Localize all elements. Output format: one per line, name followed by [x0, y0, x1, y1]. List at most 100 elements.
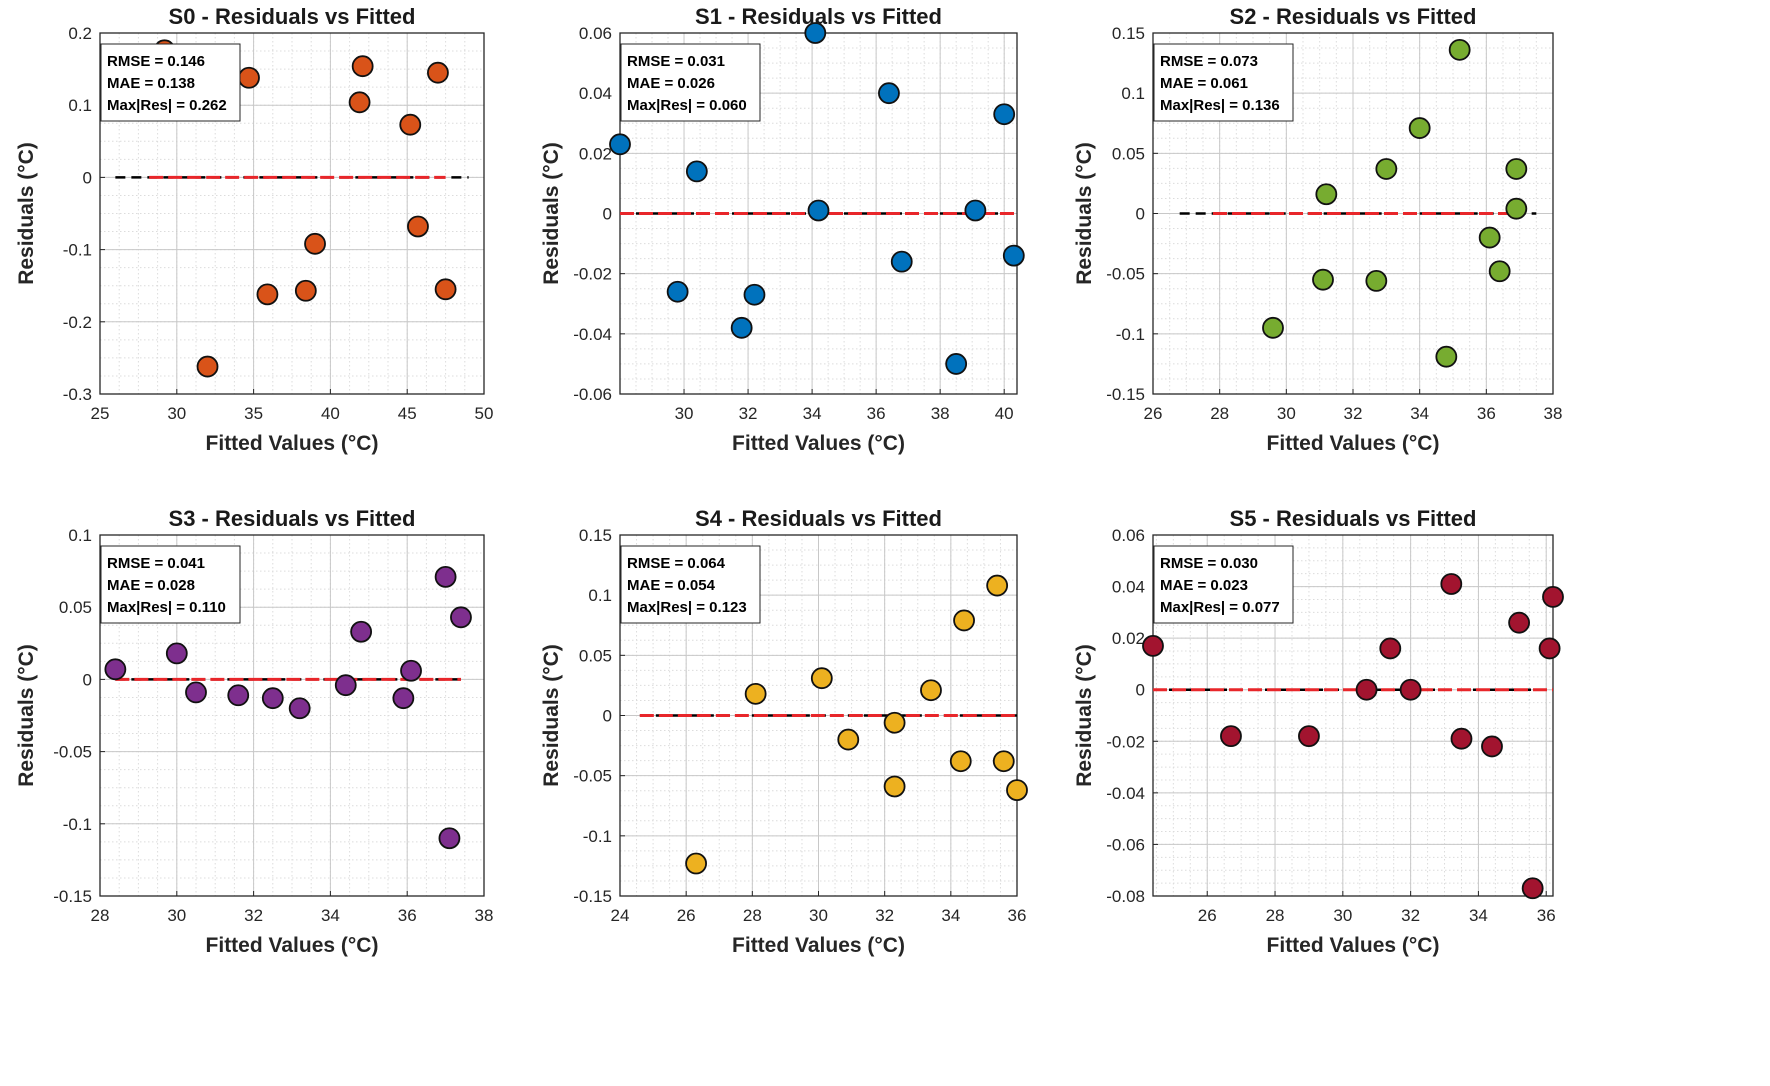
x-tick-label: 25	[91, 404, 110, 423]
data-point	[1355, 678, 1378, 701]
y-tick-label: 0.02	[1112, 629, 1145, 648]
y-tick-label: 0.05	[1112, 144, 1145, 163]
data-point	[730, 316, 753, 339]
y-tick-label: 0.1	[1121, 84, 1145, 103]
y-tick-label: -0.15	[1106, 385, 1145, 404]
y-tick-label: -0.2	[63, 313, 92, 332]
x-tick-label: 38	[475, 906, 494, 925]
data-point	[165, 642, 188, 665]
data-point	[1262, 316, 1284, 339]
data-point	[949, 750, 972, 773]
data-point	[1408, 117, 1431, 139]
y-tick-label: -0.04	[573, 325, 612, 344]
data-point	[986, 574, 1009, 597]
data-point	[1375, 158, 1398, 180]
x-tick-label: 35	[244, 404, 263, 423]
data-point	[1508, 611, 1531, 634]
data-point	[878, 82, 900, 105]
data-point	[256, 283, 279, 306]
y-axis-label: Residuals (°C)	[15, 644, 38, 787]
y-tick-label: -0.15	[53, 887, 92, 906]
x-tick-label: 45	[398, 404, 417, 423]
data-point	[1006, 779, 1028, 802]
data-point	[351, 55, 374, 78]
subplot-s4: 24 26 28 30 32 34 36 -0.15 -0.1 -0.05 0 0.05 0.1 0.15…	[540, 506, 1028, 957]
data-point	[294, 279, 317, 302]
stats-line: RMSE = 0.041	[107, 555, 205, 572]
y-tick-label: 0.06	[1112, 526, 1145, 545]
x-tick-label: 36	[1008, 906, 1027, 925]
y-axis-label: Residuals (°C)	[1073, 142, 1096, 285]
data-point	[964, 199, 987, 222]
axes-box	[99, 32, 485, 395]
stats-box-frame	[620, 43, 761, 122]
x-tick-label: 30	[1277, 404, 1296, 423]
data-point	[1220, 725, 1242, 748]
data-point	[400, 659, 422, 682]
stats-line: RMSE = 0.073	[1160, 53, 1258, 70]
stats-box: RMSE = 0.030 MAE = 0.023 Max|Res| = 0.077	[1153, 545, 1294, 624]
x-axis-label: Fitted Values (°C)	[1267, 432, 1440, 455]
y-tick-label: 0.15	[579, 526, 612, 545]
data-point	[450, 606, 472, 629]
x-tick-label: 38	[1544, 404, 1563, 423]
data-point	[1399, 678, 1422, 701]
data-point	[1315, 183, 1338, 206]
data-point	[261, 687, 284, 710]
x-tick-label: 36	[398, 906, 417, 925]
stats-line: RMSE = 0.064	[627, 555, 726, 572]
x-tick-label: 30	[167, 404, 186, 423]
data-point	[334, 674, 357, 697]
data-point	[1312, 268, 1334, 291]
stats-box: RMSE = 0.073 MAE = 0.061 Max|Res| = 0.136	[1153, 43, 1294, 122]
data-point	[993, 103, 1016, 126]
y-tick-label: 0	[603, 707, 612, 726]
data-point	[399, 113, 422, 136]
y-tick-label: 0.04	[1112, 578, 1145, 597]
data-point	[810, 667, 833, 690]
data-point	[807, 199, 830, 222]
y-tick-label: -0.04	[1106, 784, 1145, 803]
stats-line: Max|Res| = 0.262	[107, 97, 227, 114]
stats-box-frame	[1153, 545, 1294, 624]
data-point	[883, 711, 906, 734]
x-axis-label: Fitted Values (°C)	[206, 934, 379, 957]
subplot-s5: 26 28 30 32 34 36 -0.08 -0.06 -0.04 -0.02 0 0.02 0.0…	[1073, 506, 1564, 957]
x-axis-label: Fitted Values (°C)	[732, 934, 905, 957]
data-point	[1505, 197, 1528, 220]
x-tick-label: 30	[809, 906, 828, 925]
axes-box	[1152, 534, 1554, 897]
data-point	[920, 679, 942, 702]
x-tick-label: 34	[941, 906, 960, 925]
y-tick-label: 0	[1136, 681, 1145, 700]
subplot-s0: 25 30 35 40 45 50 -0.3 -0.2 -0.1 0 0.1 0.2 RMSE = 0.…	[15, 4, 493, 455]
subplot-title: S5 - Residuals vs Fitted	[1230, 506, 1477, 531]
x-tick-label: 34	[1410, 404, 1429, 423]
axes-box	[99, 534, 485, 897]
stats-line: MAE = 0.023	[1160, 577, 1248, 594]
data-point	[609, 133, 631, 156]
y-tick-label: 0.1	[68, 526, 92, 545]
stats-line: RMSE = 0.146	[107, 53, 205, 70]
x-tick-label: 38	[931, 404, 950, 423]
y-tick-label: 0.15	[1112, 24, 1145, 43]
y-tick-label: -0.1	[1116, 325, 1145, 344]
x-tick-label: 36	[1537, 906, 1556, 925]
data-point	[837, 728, 860, 751]
x-tick-label: 50	[475, 404, 494, 423]
stats-line: Max|Res| = 0.110	[107, 599, 226, 616]
data-point	[1478, 226, 1501, 249]
x-tick-label: 26	[1144, 404, 1163, 423]
subplot-title: S2 - Residuals vs Fitted	[1230, 4, 1477, 29]
x-axis-label: Fitted Values (°C)	[206, 432, 379, 455]
x-tick-label: 26	[677, 906, 696, 925]
data-point	[685, 852, 707, 875]
data-point	[666, 280, 689, 303]
data-point	[185, 681, 207, 704]
stats-box: RMSE = 0.031 MAE = 0.026 Max|Res| = 0.060	[620, 43, 761, 122]
data-point	[743, 283, 766, 306]
y-axis-label: Residuals (°C)	[15, 142, 38, 285]
data-point	[1435, 345, 1458, 368]
y-tick-label: 0.05	[579, 646, 612, 665]
